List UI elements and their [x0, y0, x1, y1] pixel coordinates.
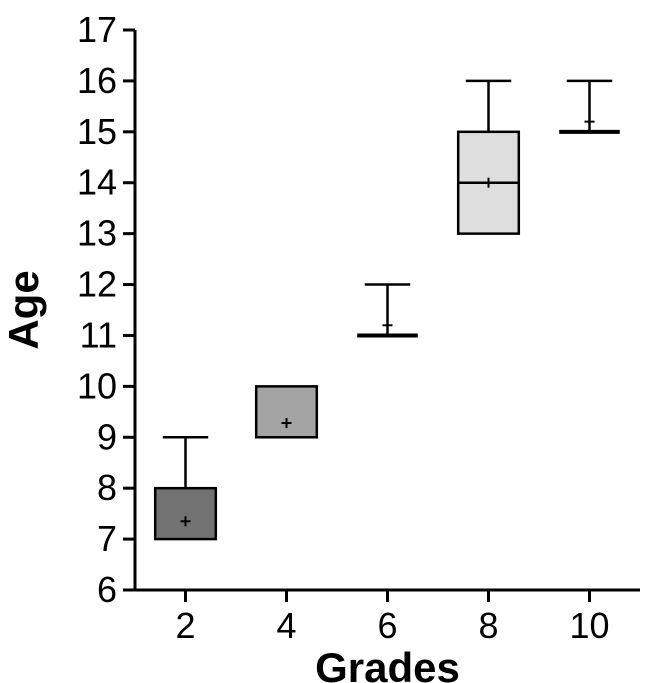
- box: [155, 488, 216, 539]
- y-tick-label: 12: [77, 264, 117, 305]
- y-tick-label: 16: [77, 60, 117, 101]
- y-axis-title: Age: [0, 270, 47, 349]
- age-by-grade-boxplot: 6 7 8 9 10 11 12 13 14 15 16 17 2 4 6 8 10 Grades Age: [0, 0, 666, 683]
- y-tick-label: 13: [77, 213, 117, 254]
- y-tick-label: 6: [97, 569, 117, 610]
- x-tick-label: 8: [478, 605, 498, 646]
- y-tick-label: 17: [77, 9, 117, 50]
- box: [256, 386, 317, 437]
- x-tick-label: 4: [276, 605, 296, 646]
- x-tick-label: 2: [175, 605, 195, 646]
- x-tick-label: 10: [569, 605, 609, 646]
- y-tick-label: 11: [80, 314, 117, 355]
- x-axis-title: Grades: [315, 644, 460, 683]
- y-tick-label: 14: [77, 162, 117, 203]
- y-tick-label: 8: [97, 467, 117, 508]
- y-tick-label: 9: [97, 416, 117, 457]
- y-tick-label: 15: [77, 111, 117, 152]
- y-tick-label: 10: [77, 365, 117, 406]
- y-tick-label: 7: [97, 518, 117, 559]
- x-tick-label: 6: [377, 605, 397, 646]
